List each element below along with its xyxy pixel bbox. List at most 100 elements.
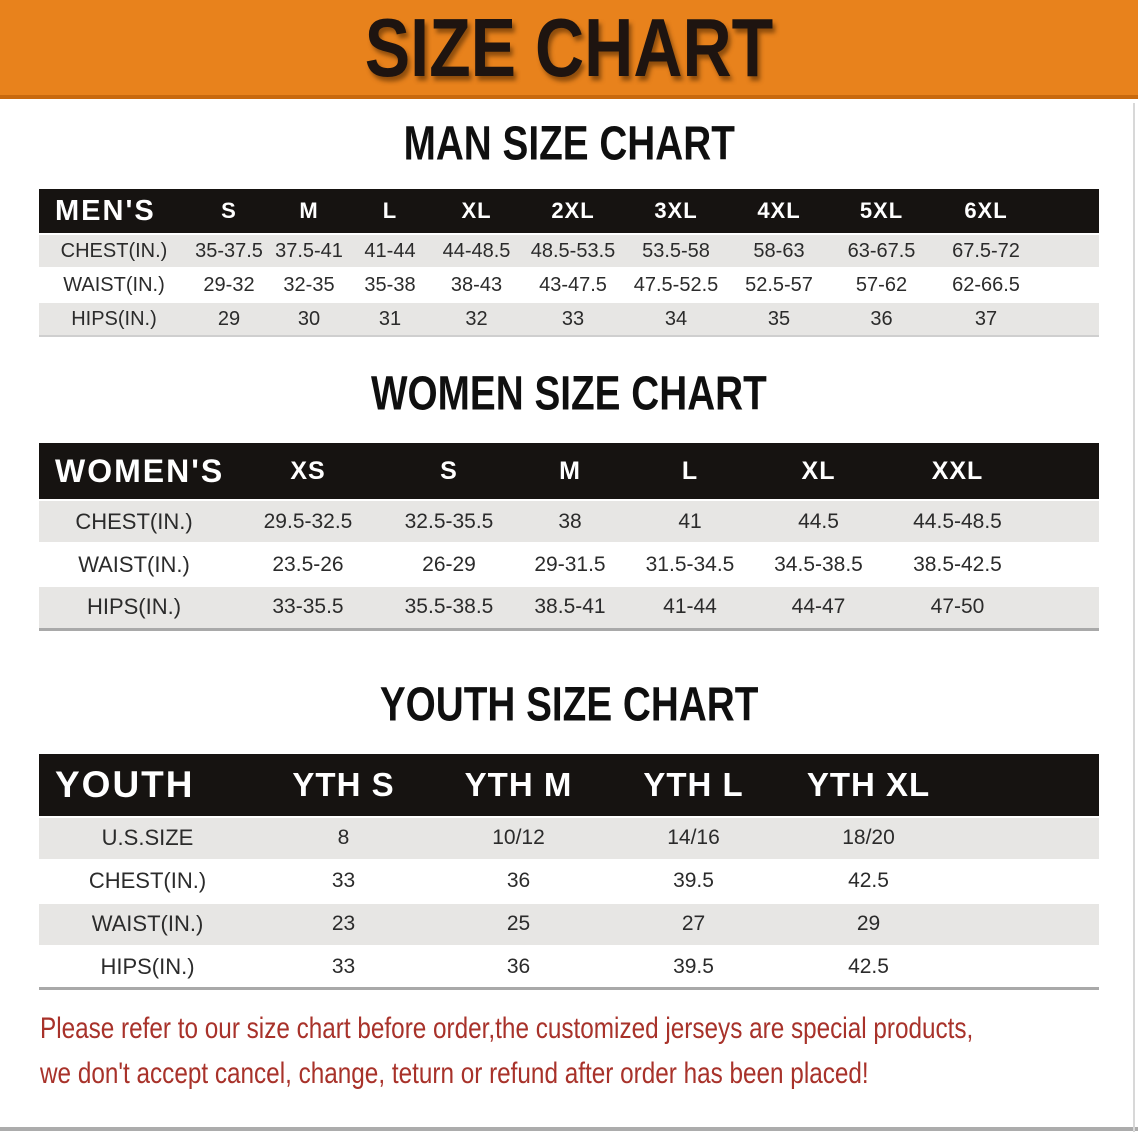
women-header-row: WOMEN'S XS S M L XL XXL (39, 443, 1099, 500)
cell: 31 (349, 301, 431, 336)
youth-chest-row: CHEST(IN.) 33 36 39.5 42.5 (39, 858, 1099, 903)
men-col-header: 4XL (728, 189, 830, 234)
man-size-chart-heading: MAN SIZE CHART (0, 116, 1138, 171)
cell: 42.5 (781, 944, 956, 989)
men-col-header: 2XL (522, 189, 624, 234)
cell: 14/16 (606, 815, 781, 860)
cell: 29 (189, 301, 269, 336)
cell: 58-63 (728, 233, 830, 268)
men-col-header: S (189, 189, 269, 234)
youth-col-header: YTH XL (781, 753, 956, 817)
men-col-header: M (269, 189, 349, 234)
filler-cell (1039, 233, 1099, 268)
filler-cell (1039, 267, 1099, 302)
youth-col-header: YTH M (431, 753, 606, 817)
women-waist-row: WAIST(IN.) 23.5-26 26-29 29-31.5 31.5-34… (39, 542, 1099, 586)
men-waist-row: WAIST(IN.) 29-32 32-35 35-38 38-43 43-47… (39, 267, 1099, 302)
cell: 42.5 (781, 858, 956, 903)
women-size-chart-heading: WOMEN SIZE CHART (0, 367, 1138, 420)
cell: 36 (431, 944, 606, 989)
filler-cell (1039, 189, 1099, 234)
cell: 62-66.5 (933, 267, 1039, 302)
men-col-header: L (349, 189, 431, 234)
youth-table-title: YOUTH (39, 753, 256, 817)
cell: 37.5-41 (269, 233, 349, 268)
cell: 36 (431, 858, 606, 903)
cell: 29-32 (189, 267, 269, 302)
women-col-header: M (511, 443, 629, 500)
cell: 39.5 (606, 944, 781, 989)
cell: 44.5 (751, 499, 886, 543)
filler-cell (956, 858, 1099, 903)
filler-cell (1029, 585, 1099, 629)
disclaimer-line-1: Please refer to our size chart before or… (40, 1012, 974, 1045)
women-col-header: XL (751, 443, 886, 500)
women-table-title: WOMEN'S (39, 443, 229, 500)
row-label: U.S.SIZE (39, 815, 256, 860)
bottom-edge-line (0, 1127, 1138, 1131)
row-label: WAIST(IN.) (39, 542, 229, 586)
filler-cell (1039, 301, 1099, 336)
cell: 29-31.5 (511, 542, 629, 586)
youth-col-header: YTH L (606, 753, 781, 817)
cell: 37 (933, 301, 1039, 336)
cell: 34 (624, 301, 728, 336)
youth-col-header: YTH S (256, 753, 431, 817)
cell: 38.5-41 (511, 585, 629, 629)
cell: 35-37.5 (189, 233, 269, 268)
man-size-chart-heading-text: MAN SIZE CHART (403, 116, 735, 171)
men-size-table: MEN'S S M L XL 2XL 3XL 4XL 5XL 6XL CHEST… (39, 189, 1099, 337)
cell: 38 (511, 499, 629, 543)
cell: 18/20 (781, 815, 956, 860)
cell: 32 (431, 301, 522, 336)
filler-cell (956, 753, 1099, 817)
row-label: HIPS(IN.) (39, 301, 189, 336)
cell: 41-44 (629, 585, 751, 629)
women-size-table: WOMEN'S XS S M L XL XXL CHEST(IN.) 29.5-… (39, 443, 1099, 631)
cell: 8 (256, 815, 431, 860)
cell: 41-44 (349, 233, 431, 268)
youth-waist-row: WAIST(IN.) 23 25 27 29 (39, 901, 1099, 946)
men-hips-row: HIPS(IN.) 29 30 31 32 33 34 35 36 37 (39, 301, 1099, 336)
women-col-header: L (629, 443, 751, 500)
cell: 47.5-52.5 (624, 267, 728, 302)
cell: 67.5-72 (933, 233, 1039, 268)
men-col-header: 6XL (933, 189, 1039, 234)
cell: 10/12 (431, 815, 606, 860)
size-chart-banner: SIZE CHART (0, 0, 1138, 99)
youth-size-chart-heading: YOUTH SIZE CHART (0, 678, 1138, 731)
row-label: CHEST(IN.) (39, 499, 229, 543)
filler-cell (956, 901, 1099, 946)
cell: 32.5-35.5 (387, 499, 511, 543)
cell: 53.5-58 (624, 233, 728, 268)
youth-header-row: YOUTH YTH S YTH M YTH L YTH XL (39, 753, 1099, 817)
women-chest-row: CHEST(IN.) 29.5-32.5 32.5-35.5 38 41 44.… (39, 499, 1099, 543)
cell: 38.5-42.5 (886, 542, 1029, 586)
cell: 25 (431, 901, 606, 946)
cell: 35.5-38.5 (387, 585, 511, 629)
cell: 29.5-32.5 (229, 499, 387, 543)
row-label: CHEST(IN.) (39, 233, 189, 268)
cell: 44-47 (751, 585, 886, 629)
row-label: WAIST(IN.) (39, 267, 189, 302)
cell: 33-35.5 (229, 585, 387, 629)
cell: 38-43 (431, 267, 522, 302)
cell: 30 (269, 301, 349, 336)
cell: 23.5-26 (229, 542, 387, 586)
cell: 43-47.5 (522, 267, 624, 302)
filler-cell (1029, 542, 1099, 586)
disclaimer-line-2: we don't accept cancel, change, teturn o… (40, 1057, 869, 1090)
youth-ussize-row: U.S.SIZE 8 10/12 14/16 18/20 (39, 815, 1099, 860)
filler-cell (956, 815, 1099, 860)
men-chest-row: CHEST(IN.) 35-37.5 37.5-41 41-44 44-48.5… (39, 233, 1099, 268)
cell: 32-35 (269, 267, 349, 302)
filler-cell (1029, 443, 1099, 500)
men-col-header: XL (431, 189, 522, 234)
right-edge-line (1133, 103, 1135, 1132)
row-label: HIPS(IN.) (39, 585, 229, 629)
disclaimer: Please refer to our size chart before or… (40, 1006, 974, 1096)
cell: 29 (781, 901, 956, 946)
cell: 41 (629, 499, 751, 543)
cell: 26-29 (387, 542, 511, 586)
cell: 31.5-34.5 (629, 542, 751, 586)
